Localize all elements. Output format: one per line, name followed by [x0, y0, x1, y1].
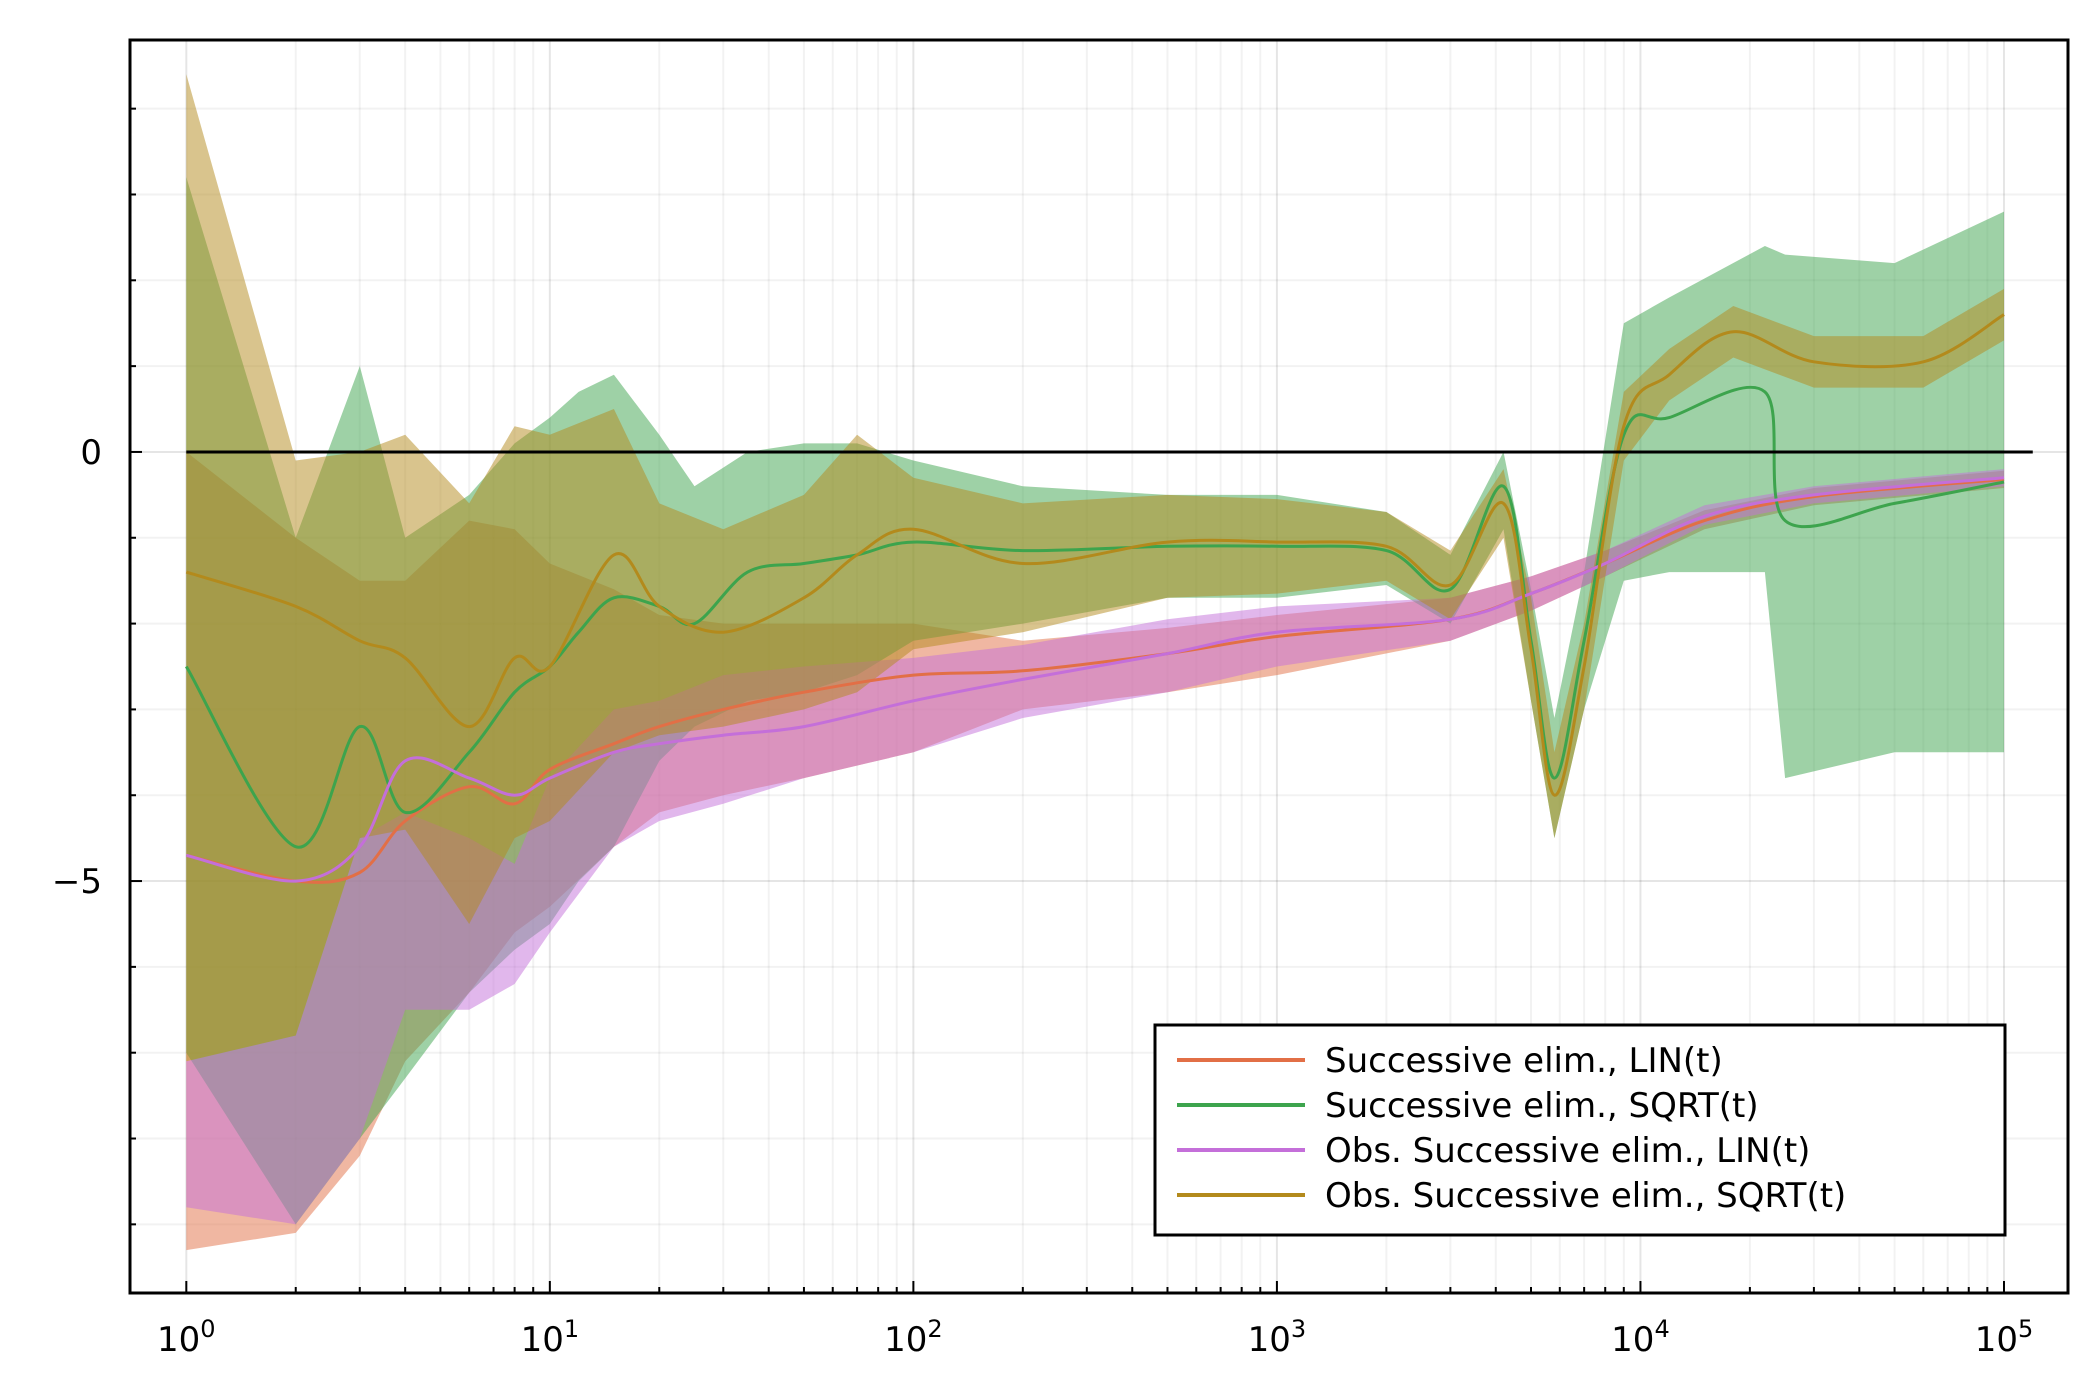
series-line-4 [185, 313, 2005, 797]
y-tick-label: 0 [80, 433, 102, 473]
confidence-band-series-2 [186, 177, 2004, 1225]
x-tick-label: 105 [1975, 1315, 2034, 1360]
legend-label-3: Obs. Successive elim., LIN(t) [1325, 1131, 1810, 1171]
legend-label-4: Obs. Successive elim., SQRT(t) [1325, 1176, 1846, 1216]
series-lines [185, 313, 2005, 884]
x-tick-label: 104 [1611, 1315, 1670, 1360]
confidence-bands [186, 74, 2004, 1251]
x-tick-label: 102 [884, 1315, 943, 1360]
y-tick-label: −5 [52, 862, 102, 902]
plot-frame [128, 38, 2070, 1295]
legend-label-2: Successive elim., SQRT(t) [1325, 1086, 1759, 1126]
series-line-3 [185, 476, 2005, 883]
x-tick-label: 101 [521, 1315, 580, 1360]
confidence-band-series-3 [186, 469, 2004, 1225]
legend-label-1: Successive elim., LIN(t) [1325, 1041, 1723, 1081]
confidence-band-series-4 [186, 74, 2004, 1062]
x-tick-label: 100 [157, 1315, 216, 1360]
legend: Successive elim., LIN(t) Successive elim.… [1153, 1023, 2007, 1237]
x-tick-label: 103 [1248, 1315, 1307, 1360]
axis-ticks: 100 101 102 103 104 105 0 −5 [52, 107, 2034, 1360]
